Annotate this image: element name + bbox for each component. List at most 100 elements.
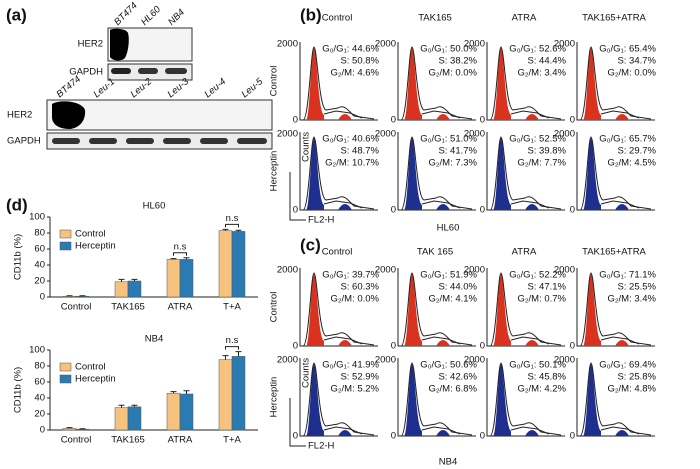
- y-tick-label: 0: [40, 292, 45, 303]
- histogram-fit: [510, 200, 550, 209]
- row-label: Herceptin: [269, 151, 280, 192]
- column-header: TAK165: [418, 13, 452, 24]
- phase-stat: G₂/M: 10.7%: [325, 158, 379, 169]
- bar: [231, 356, 246, 431]
- histogram-fit: [421, 336, 461, 345]
- row-label: GAPDH: [69, 67, 103, 78]
- blot-band: [110, 28, 129, 61]
- y-min-label: 0: [480, 115, 485, 126]
- g2-peak: [525, 340, 539, 346]
- column-header: TAK165+ATRA: [582, 13, 646, 24]
- cell-line-label: HL60: [437, 223, 460, 234]
- phase-stat: G₀/G₁: 52.6%: [509, 44, 566, 55]
- histogram-fit: [421, 110, 461, 119]
- g1-peak: [583, 48, 601, 120]
- y-max-label: 2000: [554, 129, 575, 140]
- error-bar: [131, 278, 138, 281]
- error-bar: [235, 351, 242, 357]
- bar: [166, 392, 181, 431]
- phase-stat: S: 39.8%: [527, 146, 566, 157]
- panel-label: (b): [300, 5, 322, 24]
- bar: [218, 359, 233, 431]
- histogram-fit: [489, 272, 562, 347]
- g2-peak: [436, 204, 450, 210]
- panel-label: (d): [6, 195, 28, 214]
- phase-stat: G₀/G₁: 52.2%: [509, 270, 566, 281]
- g1-peak: [404, 48, 422, 120]
- error-bar: [222, 355, 229, 360]
- column-header: ATRA: [512, 13, 537, 24]
- phase-stat: G₀/G₁: 41.9%: [322, 360, 379, 371]
- histogram-fit: [302, 46, 375, 121]
- histogram-fit: [510, 336, 550, 345]
- x-tick-label: TAK165: [111, 435, 145, 446]
- error-bar: [222, 228, 229, 231]
- phase-stat: G₀/G₁: 39.7%: [322, 270, 379, 281]
- blot-band: [111, 68, 131, 74]
- y-max-label: 2000: [375, 355, 396, 366]
- legend-label: Control: [75, 229, 106, 240]
- x-tick-label: T+A: [223, 435, 241, 446]
- column-header: ATRA: [512, 247, 537, 258]
- g2-peak: [525, 114, 539, 120]
- y-min-label: 0: [293, 341, 298, 352]
- legend-label: Control: [75, 362, 106, 373]
- g1-peak: [404, 138, 422, 210]
- legend-swatch: [59, 362, 72, 372]
- g1-peak: [404, 274, 422, 346]
- bar: [218, 230, 233, 298]
- blot-band: [165, 68, 187, 74]
- y-min-label: 0: [293, 115, 298, 126]
- histogram-fit: [510, 110, 550, 119]
- g2-peak: [615, 430, 629, 436]
- legend-label: Herceptin: [75, 241, 116, 252]
- bar: [179, 259, 194, 298]
- g2-peak: [338, 430, 352, 436]
- g1-peak: [583, 364, 601, 436]
- y-min-label: 0: [570, 341, 575, 352]
- y-min-label: 0: [480, 205, 485, 216]
- phase-stat: G₂/M: 4.8%: [607, 384, 656, 395]
- y-min-label: 0: [480, 341, 485, 352]
- legend-swatch: [59, 374, 72, 384]
- bar: [127, 406, 142, 431]
- significance-bracket: [225, 346, 239, 350]
- phase-stat: S: 34.7%: [617, 56, 656, 67]
- histogram-fit: [323, 200, 363, 209]
- significance-bracket: [173, 252, 187, 256]
- g2-peak: [615, 340, 629, 346]
- g2-peak: [525, 204, 539, 210]
- phase-stat: G₂/M: 4.5%: [607, 158, 656, 169]
- legend-swatch: [59, 229, 72, 239]
- phase-stat: G₀/G₁: 65.4%: [599, 44, 656, 55]
- phase-stat: S: 25.8%: [617, 372, 656, 383]
- g1-peak: [583, 274, 601, 346]
- histogram-fit: [302, 136, 375, 211]
- phase-stat: G₂/M: 5.2%: [330, 384, 379, 395]
- x-axis-label: FL2-H: [308, 441, 335, 452]
- y-max-label: 2000: [277, 265, 298, 276]
- error-bar: [66, 427, 73, 429]
- y-max-label: 2000: [464, 265, 485, 276]
- error-bar: [170, 258, 177, 260]
- error-bar: [235, 229, 242, 232]
- error-bar: [118, 404, 125, 408]
- y-tick-label: 0: [40, 425, 45, 436]
- bar: [75, 295, 90, 298]
- lane-label: NB4: [166, 7, 187, 28]
- histogram-fit: [400, 362, 473, 437]
- phase-stat: S: 47.1%: [527, 282, 566, 293]
- y-axis-label: Counts: [301, 358, 312, 388]
- histogram-fit: [489, 362, 562, 437]
- x-tick-label: TAK165: [111, 302, 145, 313]
- lane-label: HL60: [139, 4, 163, 28]
- phase-stat: G₂/M: 4.6%: [330, 68, 379, 79]
- y-min-label: 0: [293, 205, 298, 216]
- y-min-label: 0: [480, 431, 485, 442]
- g1-peak: [493, 138, 511, 210]
- y-min-label: 0: [391, 431, 396, 442]
- g1-peak: [306, 48, 324, 120]
- x-tick-label: Control: [61, 435, 92, 446]
- histogram-fit: [489, 136, 562, 211]
- phase-stat: S: 45.8%: [527, 372, 566, 383]
